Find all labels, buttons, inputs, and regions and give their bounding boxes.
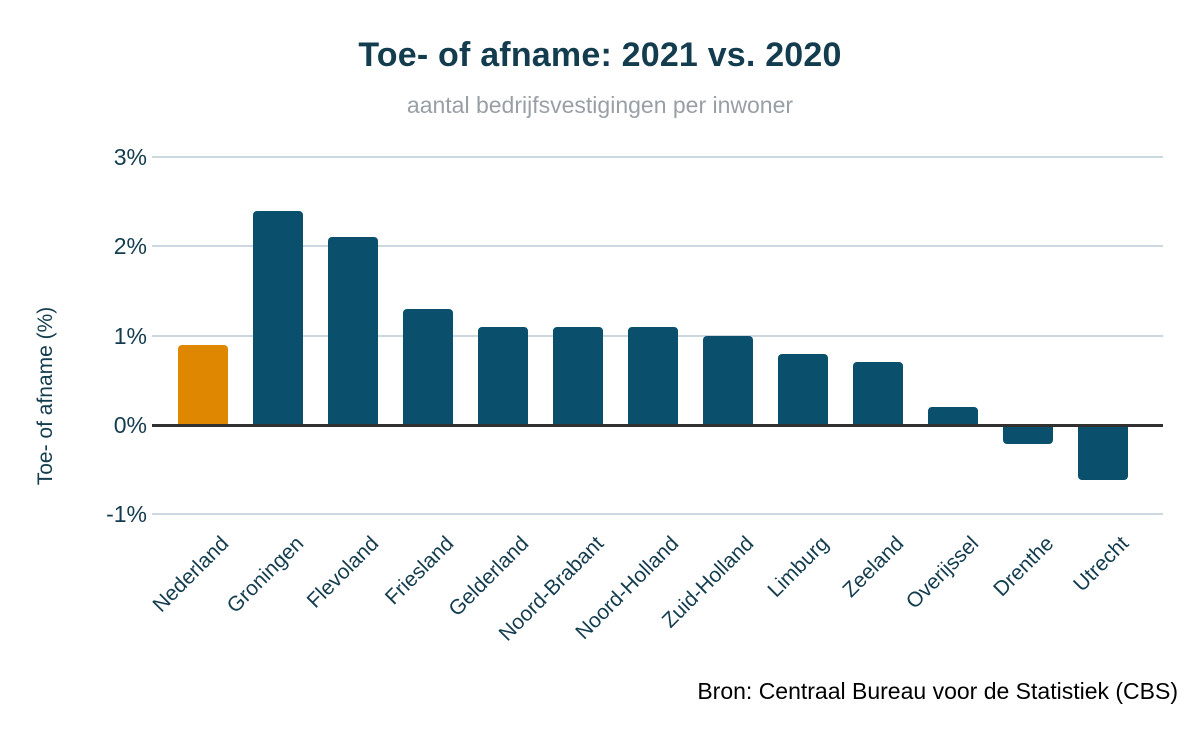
bar-noord-brabant xyxy=(553,326,603,425)
bar-noord-holland xyxy=(628,326,678,425)
gridline-2% xyxy=(152,245,1163,248)
y-tick-label: -1% xyxy=(106,501,147,528)
bar-nederland xyxy=(178,344,228,425)
x-label-zeeland: Zeeland xyxy=(838,532,909,602)
bar-friesland xyxy=(403,308,453,425)
x-label-groningen: Groningen xyxy=(222,532,309,618)
bar-limburg xyxy=(778,353,828,425)
bar-flevoland xyxy=(328,237,378,425)
bar-zuid-holland xyxy=(703,335,753,425)
y-tick-label: 0% xyxy=(113,412,147,438)
y-tick-label: 1% xyxy=(113,322,147,349)
gridline--1% xyxy=(152,513,1163,516)
chart-title: Toe- of afname: 2021 vs. 2020 xyxy=(358,36,842,74)
bar-overijssel xyxy=(928,407,978,425)
gridline-3% xyxy=(152,156,1163,158)
chart-subtitle: aantal bedrijfsvestigingen per inwoner xyxy=(406,92,794,118)
bar-groningen xyxy=(253,210,303,425)
x-label-overijssel: Overijssel xyxy=(901,532,984,614)
bar-drenthe xyxy=(1003,426,1053,445)
source-credit: Bron: Centraal Bureau voor de Statistiek… xyxy=(697,678,1178,704)
x-label-friesland: Friesland xyxy=(380,532,459,610)
zero-axis-line xyxy=(152,424,1163,427)
x-label-limburg: Limburg xyxy=(763,532,834,602)
y-tick-label: 3% xyxy=(113,144,147,170)
x-label-utrecht: Utrecht xyxy=(1069,532,1134,597)
x-label-nederland: Nederland xyxy=(148,532,234,617)
y-tick-label: 2% xyxy=(113,233,147,260)
bar-zeeland xyxy=(853,362,903,425)
bar-gelderland xyxy=(478,326,528,425)
bar-utrecht xyxy=(1078,426,1128,481)
x-label-drenthe: Drenthe xyxy=(989,532,1059,602)
x-label-flevoland: Flevoland xyxy=(302,532,384,613)
